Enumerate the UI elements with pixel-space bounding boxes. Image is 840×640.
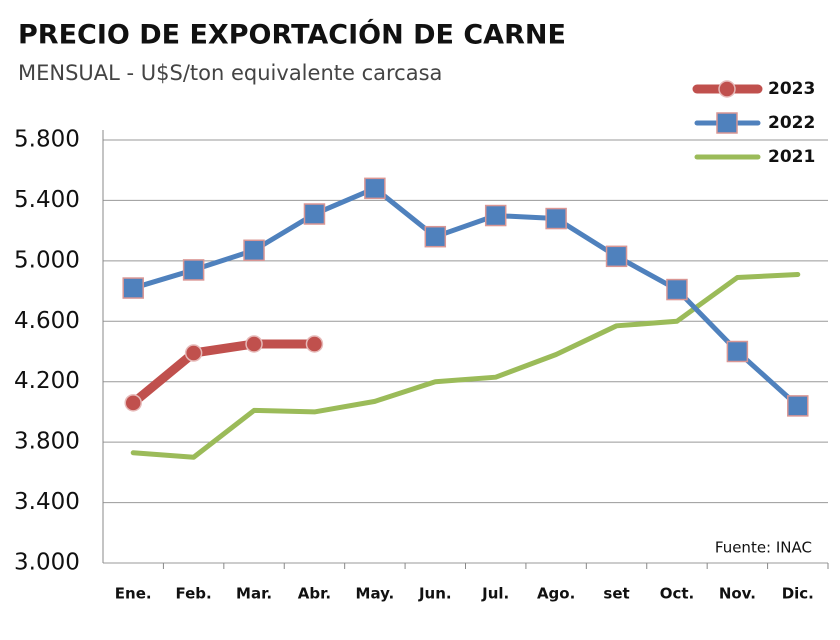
point: [605, 245, 628, 268]
chart-title: PRECIO DE EXPORTACIÓN DE CARNE: [18, 19, 566, 51]
series-line: [130, 185, 801, 409]
source-note: Fuente: INAC: [715, 539, 812, 557]
point: [184, 344, 203, 362]
y-tick-label: 5.400: [14, 187, 80, 213]
point: [545, 207, 567, 230]
point: [303, 203, 326, 225]
x-tick-label: Nov.: [719, 585, 756, 603]
legend-marker: [716, 112, 738, 134]
point: [787, 395, 809, 417]
x-tick-label: Abr.: [298, 585, 331, 603]
x-tick-label: Jul.: [481, 585, 509, 603]
point: [484, 204, 507, 227]
point: [666, 278, 688, 301]
y-tick-label: 3.400: [14, 489, 80, 515]
series-line: [130, 271, 801, 460]
point: [424, 225, 447, 248]
legend-label: 2023: [768, 79, 815, 99]
point: [243, 239, 265, 262]
x-tick-label: Feb.: [176, 585, 212, 603]
series-line: [128, 339, 319, 408]
x-tick-label: Mar.: [236, 585, 272, 603]
point: [124, 394, 142, 412]
y-tick-label: 3.800: [14, 429, 80, 455]
point: [122, 277, 144, 299]
point: [364, 177, 386, 200]
legend-label: 2021: [768, 147, 815, 167]
chart-subtitle: MENSUAL - U$S/ton equivalente carcasa: [18, 61, 442, 85]
x-tick-label: Dic.: [782, 585, 814, 603]
point: [245, 335, 263, 353]
y-tick-label: 3.000: [14, 550, 80, 576]
y-tick-label: 5.800: [14, 127, 80, 153]
x-tick-label: set: [603, 585, 629, 603]
y-tick-label: 4.200: [14, 368, 80, 394]
legend-label: 2022: [768, 113, 815, 133]
x-tick-label: Ago.: [537, 585, 575, 603]
legend-marker: [718, 80, 736, 98]
x-tick-label: Oct.: [660, 585, 695, 603]
y-tick-label: 5.000: [14, 247, 80, 273]
x-tick-label: Ene.: [115, 585, 152, 603]
x-tick-label: Jun.: [418, 585, 452, 603]
point: [182, 259, 205, 281]
x-tick-label: May.: [356, 585, 395, 603]
y-tick-label: 4.600: [14, 308, 80, 334]
point: [305, 335, 324, 353]
point: [726, 340, 749, 363]
